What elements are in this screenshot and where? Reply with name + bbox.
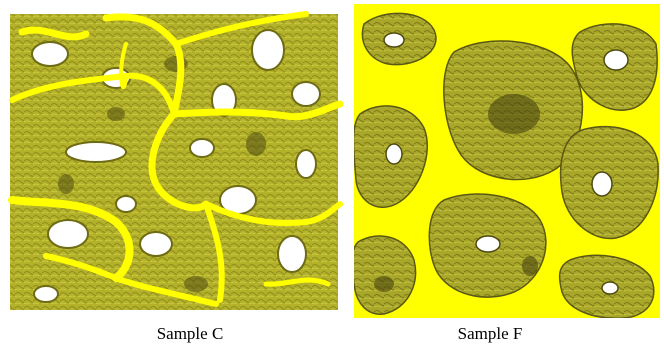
sample-f-caption: Sample F bbox=[457, 324, 523, 343]
sample-c-rendering bbox=[8, 11, 344, 310]
sample-f-rendering bbox=[354, 4, 660, 318]
sample-c-image bbox=[6, 4, 344, 318]
sample-f-image bbox=[354, 4, 660, 318]
sample-c-caption: Sample C bbox=[156, 324, 224, 343]
